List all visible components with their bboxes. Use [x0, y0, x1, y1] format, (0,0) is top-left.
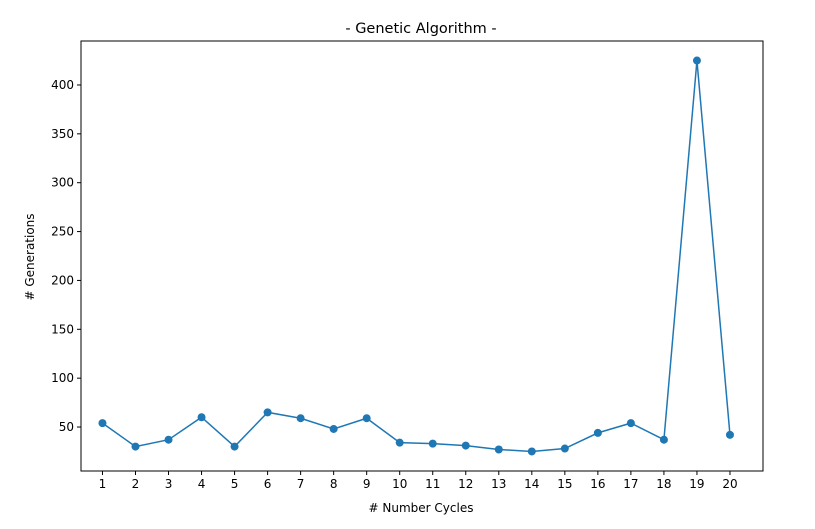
x-tick-label: 15	[557, 477, 572, 491]
data-point	[197, 413, 206, 422]
x-tick-label: 9	[363, 477, 371, 491]
data-point	[428, 439, 437, 448]
x-tick-label: 13	[491, 477, 506, 491]
x-tick-label: 12	[458, 477, 473, 491]
series-line	[102, 60, 731, 453]
data-point	[626, 419, 635, 428]
x-tick-label: 20	[722, 477, 737, 491]
data-point	[494, 445, 503, 454]
plot-area: 1 2 3 4 5 6 7 8 9 10 11 12 13 14 15 16 17 18 19 20501001502…	[51, 40, 764, 491]
x-tick-label: 3	[165, 477, 173, 491]
x-tick-label: 18	[656, 477, 671, 491]
x-tick-label: 14	[524, 477, 539, 491]
y-tick-label: 150	[51, 322, 74, 336]
x-axis-label: # Number Cycles	[369, 501, 474, 515]
x-tick-label: 6	[264, 477, 272, 491]
data-point	[395, 438, 404, 447]
data-point	[164, 435, 173, 444]
x-tick-label: 11	[425, 477, 440, 491]
x-tick-label: 16	[590, 477, 605, 491]
y-tick-label: 400	[51, 78, 74, 92]
x-tick-label: 4	[198, 477, 206, 491]
data-point	[560, 444, 569, 453]
x-tick-label: 2	[132, 477, 140, 491]
y-tick-label: 200	[51, 273, 74, 287]
data-point	[659, 435, 668, 444]
data-point	[692, 56, 701, 65]
x-tick-label: 7	[297, 477, 305, 491]
y-axis-label: # Generations	[23, 213, 37, 300]
data-point	[98, 419, 107, 428]
x-tick-label: 19	[689, 477, 704, 491]
data-point	[593, 428, 602, 437]
x-tick-label: 5	[231, 477, 239, 491]
data-point	[131, 442, 140, 451]
y-tick-label: 350	[51, 127, 74, 141]
x-tick-label: 1	[99, 477, 107, 491]
data-point	[725, 430, 734, 439]
x-tick-label: 8	[330, 477, 338, 491]
data-point	[527, 447, 536, 456]
data-point	[263, 408, 272, 417]
y-tick-label: 300	[51, 176, 74, 190]
data-point	[362, 414, 371, 423]
data-point	[230, 442, 239, 451]
data-point	[296, 414, 305, 423]
data-point	[329, 424, 338, 433]
y-tick-label: 50	[59, 420, 74, 434]
x-tick-label: 17	[623, 477, 638, 491]
data-point	[461, 441, 470, 450]
plot-frame	[80, 40, 764, 472]
chart-title: - Genetic Algorithm -	[345, 21, 496, 37]
y-tick-label: 100	[51, 371, 74, 385]
x-tick-label: 10	[392, 477, 407, 491]
y-tick-label: 250	[51, 225, 74, 239]
